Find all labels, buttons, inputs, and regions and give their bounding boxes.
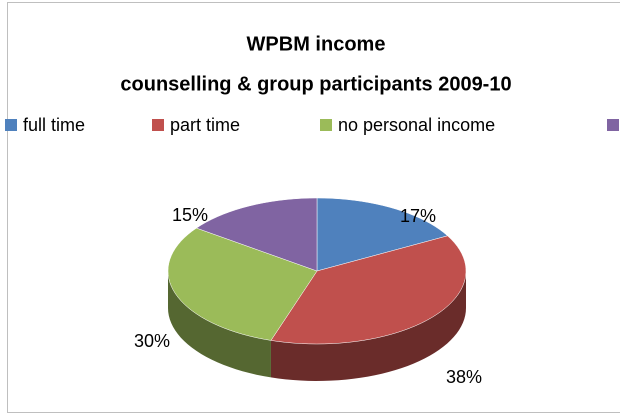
chart-title: WPBM income [247, 33, 386, 55]
pie-slice [316, 197, 449, 272]
data-label: 38% [446, 367, 482, 387]
pie-side [168, 271, 271, 378]
legend-label: part time [170, 115, 240, 135]
legend-label: full time [23, 115, 85, 135]
legend-swatch [152, 119, 164, 131]
pie-side [270, 271, 466, 381]
legend-swatch [5, 119, 17, 131]
pie-slice [195, 197, 318, 272]
data-label: 30% [134, 331, 170, 351]
pie-slice [167, 227, 318, 341]
data-label: 15% [172, 205, 208, 225]
pie-slice [270, 235, 467, 345]
legend-label: no personal income [338, 115, 495, 135]
legend-swatch [320, 119, 332, 131]
data-label: 17% [400, 206, 436, 226]
legend-swatch [607, 119, 619, 131]
chart-subtitle: counselling & group participants 2009-10 [120, 73, 511, 95]
